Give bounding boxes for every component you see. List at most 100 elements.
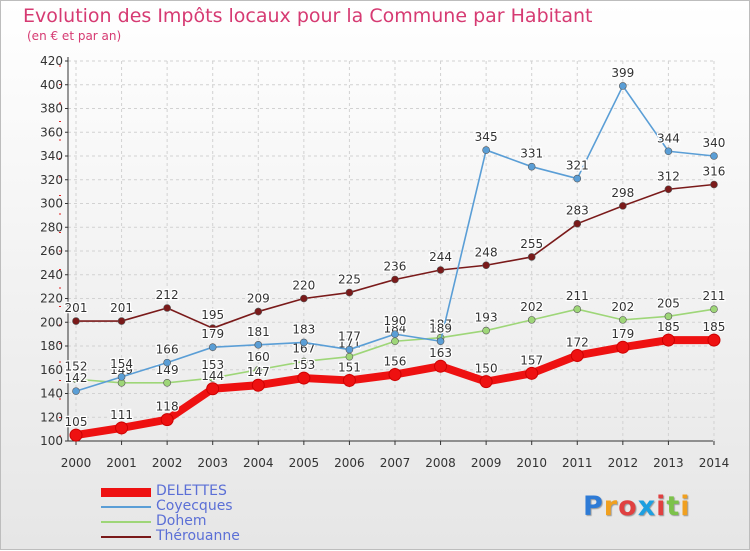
data-label-coyecques: 344 [657,131,680,145]
data-label-coyecques: 331 [520,147,543,161]
data-label-throuanne: 283 [566,204,589,218]
data-label-coyecques: 340 [703,136,726,150]
data-label-throuanne: 244 [429,250,452,264]
y-tick-label: 220 [40,292,63,306]
data-label-throuanne: 220 [292,279,315,293]
data-label-dohem: 152 [65,359,88,373]
data-label-throuanne: 201 [110,301,133,315]
data-label-coyecques: 399 [611,66,634,80]
data-point-dohem [619,316,627,324]
data-label-coyecques: 142 [65,371,88,385]
y-tick-label: 340 [40,149,63,163]
data-label-dohem: 187 [429,318,452,332]
data-point-throuanne [619,202,627,210]
data-label-dohem: 149 [110,363,133,377]
data-point-throuanne [300,294,308,303]
data-label-dohem: 193 [475,311,498,325]
data-label-delettes: 185 [703,320,726,334]
legend-label: Thérouanne [156,528,240,544]
data-point-coyecques [208,343,217,351]
data-point-coyecques [391,330,399,338]
data-label-dohem: 153 [201,358,224,372]
data-label-throuanne: 201 [65,301,88,315]
x-tick-label: 2002 [152,456,183,470]
data-label-coyecques: 179 [201,327,224,341]
data-point-throuanne [345,288,354,297]
data-label-dohem: 202 [611,300,634,314]
data-point-delettes [206,382,220,396]
legend-label: Coyecques [156,498,233,514]
data-label-delettes: 156 [384,355,407,369]
data-point-throuanne [163,304,171,312]
data-point-coyecques [710,152,718,160]
x-tick-label: 2012 [608,456,639,470]
data-label-delettes: 157 [520,353,543,367]
data-point-throuanne [436,266,445,274]
data-label-dohem: 167 [292,341,315,355]
y-tick-label: 200 [40,315,63,329]
data-point-coyecques [664,147,673,156]
data-point-throuanne [254,307,263,316]
legend-label: DELETTES [156,483,227,499]
data-point-throuanne [664,185,673,194]
data-point-delettes [570,349,584,362]
data-point-throuanne [573,219,582,228]
x-tick-label: 2003 [197,456,228,470]
data-label-dohem: 205 [657,296,680,310]
data-label-throuanne: 316 [703,165,726,179]
data-point-dohem [72,375,80,384]
data-label-throuanne: 195 [201,308,224,322]
data-label-coyecques: 177 [338,330,361,344]
data-label-dohem: 211 [566,289,589,303]
x-tick-label: 2010 [516,456,547,470]
y-tick-label: 260 [40,244,63,258]
data-point-delettes [434,359,448,373]
data-label-delettes: 185 [657,320,680,334]
data-label-coyecques: 183 [292,322,315,336]
data-point-dohem [391,337,399,346]
data-label-delettes: 151 [338,360,361,374]
data-label-coyecques: 345 [475,130,498,144]
data-point-delettes [388,368,402,381]
data-point-coyecques [345,345,354,354]
data-label-delettes: 172 [566,336,589,350]
legend-swatch [101,487,151,497]
data-point-dohem [163,379,171,387]
chart-subtitle: (en € et par an) [27,29,122,43]
data-label-coyecques: 189 [429,321,452,335]
x-tick-label: 2004 [243,456,274,470]
y-tick-label: 420 [40,54,63,68]
data-label-delettes: 163 [429,346,452,360]
y-tick-label: 180 [40,339,63,353]
y-tick-label: 400 [40,78,63,92]
data-point-coyecques [254,341,263,349]
data-label-delettes: 150 [475,362,498,376]
y-tick-label: 120 [40,410,63,424]
y-tick-label: 360 [40,125,63,139]
data-point-throuanne [391,275,399,284]
y-tick-label: 240 [40,268,63,282]
data-point-coyecques [163,358,171,367]
proxiti-logo: Proxiti [583,491,691,522]
x-tick-label: 2007 [380,456,411,470]
data-point-coyecques [117,373,126,381]
data-point-coyecques [619,82,627,90]
data-point-dohem [527,316,536,324]
data-label-delettes: 147 [247,365,270,379]
data-label-delettes: 179 [611,327,634,341]
data-point-throuanne [710,180,718,189]
data-label-dohem: 149 [156,363,179,377]
data-point-delettes [707,333,721,347]
data-point-dohem [664,312,673,321]
data-label-dohem: 160 [247,350,270,364]
data-point-delettes [616,340,630,354]
x-tick-label: 2006 [334,456,365,470]
y-tick-label: 280 [40,220,63,234]
data-label-coyecques: 166 [156,343,179,357]
data-point-delettes [479,375,493,389]
data-label-coyecques: 154 [110,357,133,371]
data-point-throuanne [527,253,536,261]
data-point-dohem [345,352,354,361]
data-point-coyecques [300,338,308,347]
